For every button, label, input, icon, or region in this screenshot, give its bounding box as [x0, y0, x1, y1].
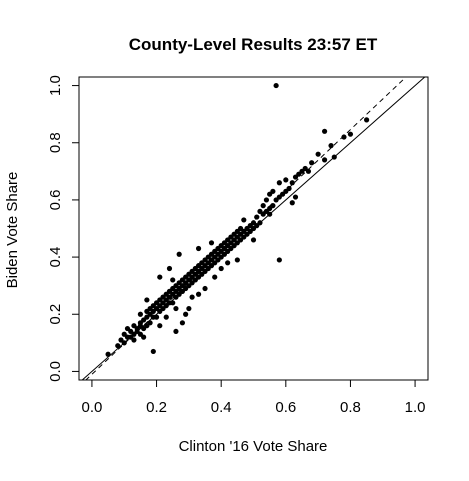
data-point [250, 237, 257, 243]
data-point [195, 291, 202, 297]
data-point [234, 257, 240, 263]
data-point [121, 340, 127, 346]
x-tick-label: 0.6 [275, 399, 296, 416]
data-point [173, 305, 179, 312]
data-point [208, 240, 215, 246]
data-point [147, 320, 153, 326]
x-tick-label: 0.4 [211, 399, 232, 416]
data-point [179, 320, 186, 326]
data-point [309, 160, 315, 166]
data-point [183, 311, 189, 317]
data-point [328, 143, 334, 149]
fit-line-dashed [85, 77, 407, 380]
data-point [166, 265, 173, 272]
data-point [260, 203, 266, 209]
data-point [270, 188, 276, 194]
y-tick-label: 0.8 [47, 132, 64, 153]
data-point [267, 211, 273, 217]
chart-title: County-Level Results 23:57 ET [129, 35, 378, 54]
data-point [292, 194, 299, 200]
data-point [186, 305, 192, 312]
x-tick-label: 0.0 [81, 399, 102, 416]
data-point [341, 134, 347, 140]
x-axis: 0.0 0.2 0.4 0.6 0.8 1.0 [81, 379, 426, 416]
data-point [315, 151, 321, 157]
data-point [195, 245, 202, 252]
data-point [150, 348, 156, 355]
data-point [212, 274, 218, 280]
y-axis: 0.0 0.2 0.4 0.6 0.8 1.0 [47, 75, 80, 382]
data-point [141, 334, 147, 340]
data-point [273, 82, 279, 89]
data-points [105, 82, 370, 357]
data-point [289, 200, 295, 206]
data-point [157, 274, 163, 280]
y-tick-label: 0.6 [47, 189, 64, 210]
data-point [225, 260, 231, 266]
data-point [131, 337, 137, 343]
data-point [173, 328, 179, 335]
y-axis-title: Biden Vote Share [4, 172, 21, 289]
data-point [276, 180, 282, 186]
data-point [153, 314, 160, 320]
data-point [257, 220, 263, 226]
data-point [241, 217, 247, 223]
data-point [144, 297, 150, 303]
data-point [364, 117, 370, 123]
data-point [321, 157, 328, 163]
data-point [270, 203, 276, 209]
x-tick-label: 0.8 [340, 399, 361, 416]
data-point [276, 257, 282, 263]
data-point [254, 214, 260, 220]
data-point [157, 323, 163, 329]
y-tick-label: 0.2 [47, 304, 64, 325]
data-point [321, 128, 328, 134]
data-point [137, 311, 143, 317]
data-point [218, 265, 224, 272]
data-point [170, 277, 176, 283]
data-point [289, 180, 295, 186]
data-point [331, 154, 337, 160]
data-point [163, 314, 169, 320]
data-point [105, 351, 111, 357]
data-point [202, 285, 208, 292]
data-point [283, 177, 289, 183]
y-tick-label: 1.0 [47, 75, 64, 96]
data-point [115, 343, 121, 349]
y-tick-label: 0.0 [47, 361, 64, 382]
data-point [347, 131, 354, 137]
data-point [263, 197, 270, 203]
data-point [189, 294, 195, 300]
x-axis-title: Clinton '16 Vote Share [179, 438, 328, 455]
data-point [286, 185, 292, 192]
y-tick-label: 0.4 [47, 247, 64, 268]
data-point [170, 300, 176, 306]
plot-area [78, 76, 429, 381]
data-point [305, 168, 312, 174]
data-point [176, 251, 182, 257]
x-tick-label: 1.0 [405, 399, 426, 416]
x-tick-label: 0.2 [146, 399, 167, 416]
